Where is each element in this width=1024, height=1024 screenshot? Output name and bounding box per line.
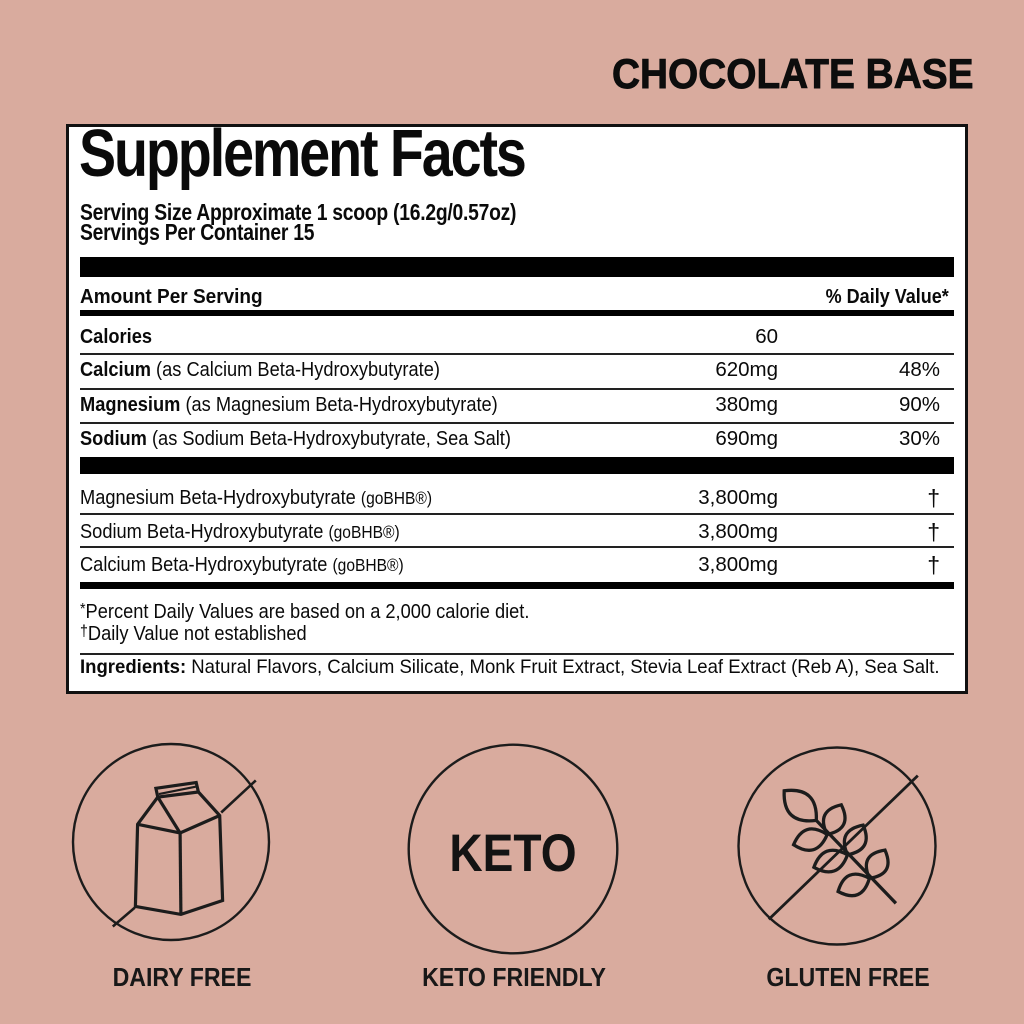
svg-text:KETO: KETO (449, 823, 576, 883)
